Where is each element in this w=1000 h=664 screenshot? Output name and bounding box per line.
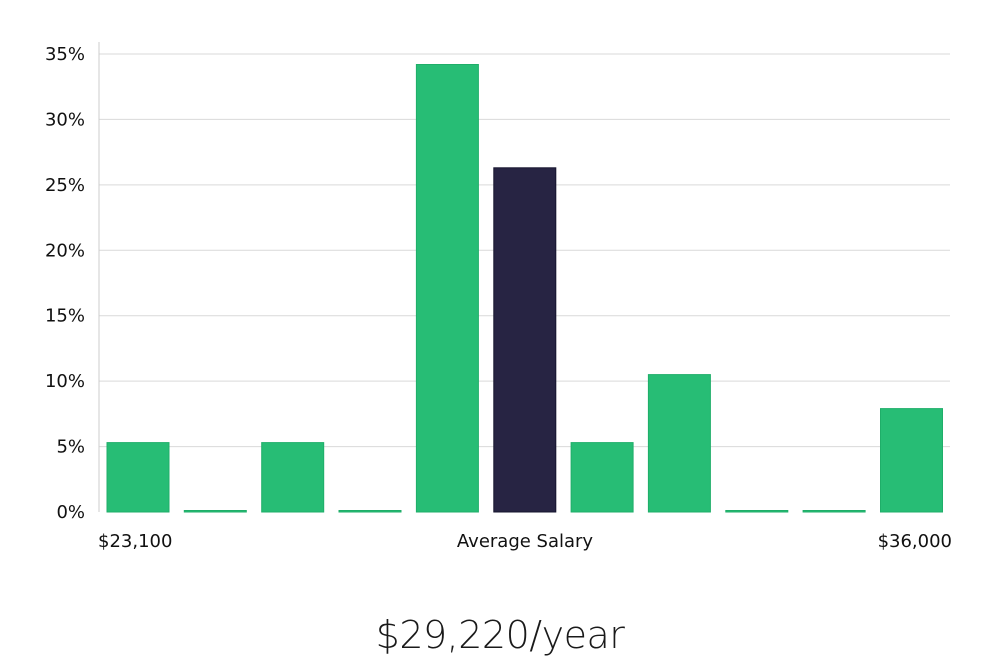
bar xyxy=(183,510,247,513)
bar xyxy=(415,64,479,513)
bar xyxy=(725,510,789,513)
y-tick-label: 25% xyxy=(45,175,85,196)
y-tick-label: 35% xyxy=(45,44,85,65)
bar-average-salary xyxy=(493,167,557,513)
bar xyxy=(647,374,711,513)
y-tick-label: 5% xyxy=(56,437,85,458)
bars xyxy=(106,64,943,513)
y-tick-label: 30% xyxy=(45,109,85,130)
bar xyxy=(802,510,866,513)
y-axis-ticks: 0% 5% 10% 15% 20% 25% 30% 35% xyxy=(45,44,85,523)
y-tick-label: 10% xyxy=(45,371,85,392)
bar xyxy=(338,510,402,513)
y-tick-label: 20% xyxy=(45,240,85,261)
average-salary-headline: $29,220/year xyxy=(375,613,625,657)
x-label-min: $23,100 xyxy=(98,531,172,552)
y-tick-label: 15% xyxy=(45,306,85,327)
bar xyxy=(106,442,170,513)
y-tick-label: 0% xyxy=(56,502,85,523)
x-label-average: Average Salary xyxy=(457,531,594,552)
salary-histogram: 0% 5% 10% 15% 20% 25% 30% 35% $23,100 Average S… xyxy=(45,42,952,552)
bar xyxy=(880,408,943,513)
bar xyxy=(570,442,634,513)
x-label-max: $36,000 xyxy=(878,531,952,552)
bar xyxy=(261,442,325,513)
